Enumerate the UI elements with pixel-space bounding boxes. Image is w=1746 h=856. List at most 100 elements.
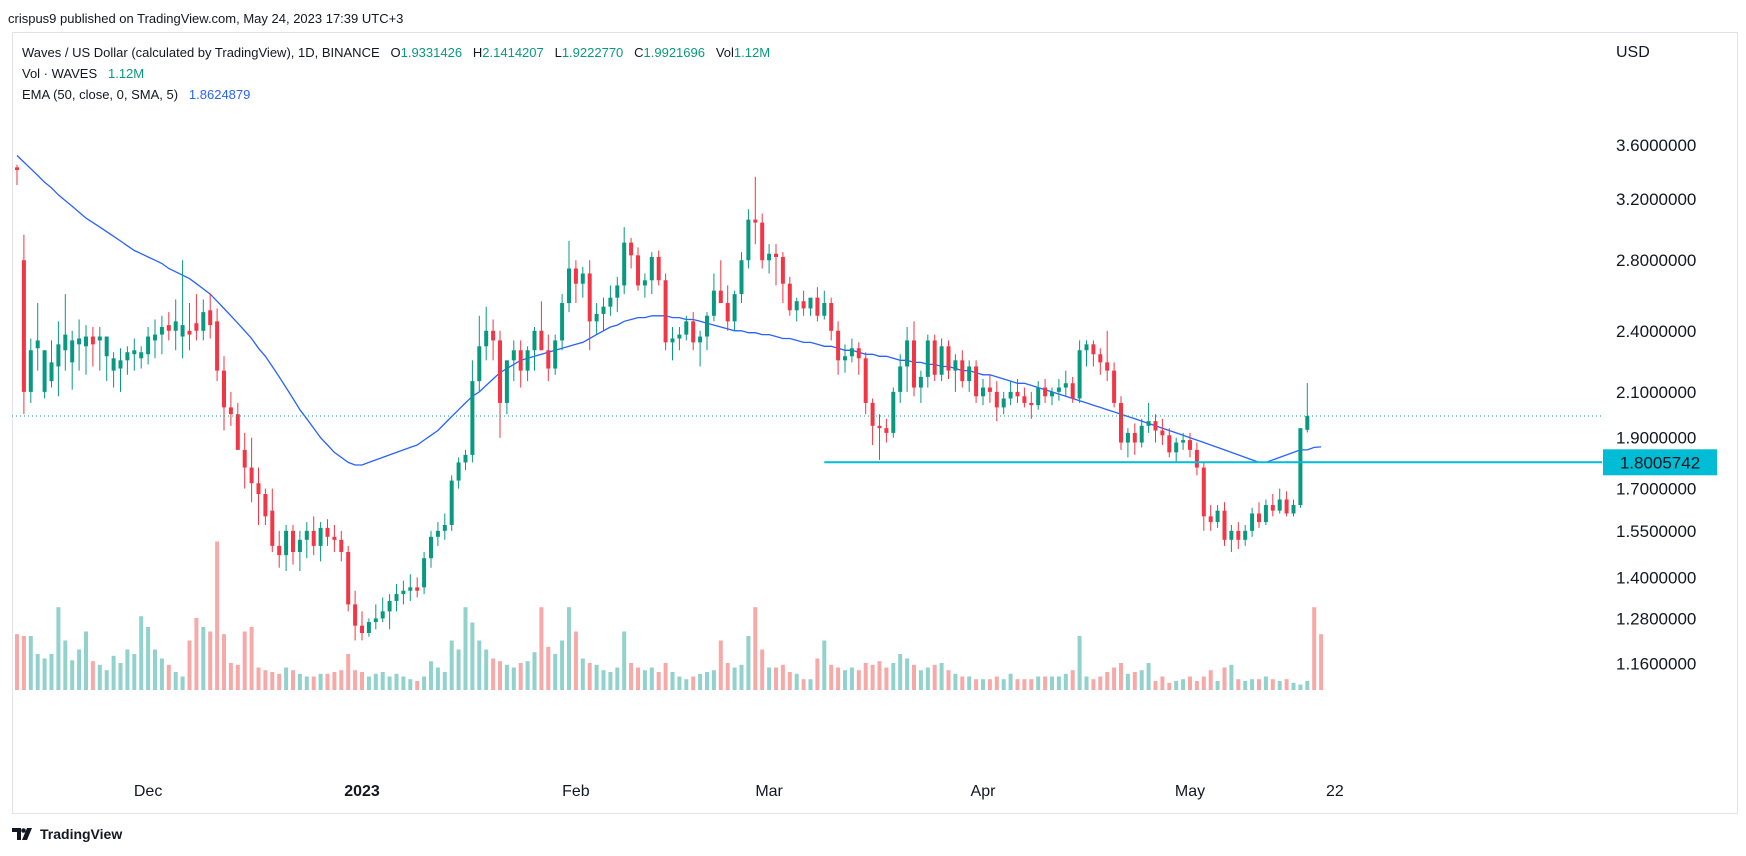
candle <box>753 176 758 245</box>
candle-body <box>429 536 433 559</box>
volume-bar <box>111 655 116 690</box>
candle-body <box>215 321 220 371</box>
volume-bar <box>511 667 516 690</box>
candle-body <box>981 387 985 397</box>
volume-bar <box>146 627 151 690</box>
candle-body <box>125 352 130 361</box>
candle-body <box>1298 428 1303 506</box>
candle <box>684 315 689 341</box>
candle <box>1070 376 1075 403</box>
candle-body <box>532 330 537 351</box>
candle-body <box>394 594 399 601</box>
candle-body <box>794 301 799 311</box>
candle <box>546 334 551 382</box>
candle-body <box>912 340 916 388</box>
volume-bar <box>346 654 351 690</box>
candle <box>463 449 468 471</box>
volume-bar <box>580 658 585 690</box>
candle-body <box>132 350 137 355</box>
candle <box>925 334 930 388</box>
candle <box>725 285 730 331</box>
candle-body <box>442 525 447 531</box>
volume-bar <box>649 667 654 690</box>
candle-body <box>304 530 309 540</box>
candle-body <box>401 590 406 595</box>
candle <box>1098 348 1103 375</box>
legend-ema-line[interactable]: EMA (50, close, 0, SMA, 5) 1.8624879 <box>22 86 250 104</box>
low-value: 1.9222770 <box>561 45 624 60</box>
candle <box>242 432 247 489</box>
volume-bar <box>601 670 606 690</box>
candle-body <box>898 366 903 392</box>
candle <box>235 402 240 450</box>
candle <box>553 334 558 375</box>
x-axis: Dec 2023 Feb Mar Apr May 22 <box>134 783 1344 800</box>
candle-body <box>649 256 654 281</box>
candle <box>249 437 254 503</box>
currency-label[interactable]: USD <box>1616 44 1650 61</box>
candle-body <box>1174 442 1179 453</box>
candle <box>898 354 903 403</box>
candle <box>787 276 792 316</box>
candle-body <box>698 336 703 343</box>
volume-bar <box>718 640 723 690</box>
candle-body <box>311 530 316 546</box>
candle-body <box>1050 391 1054 397</box>
candle-body <box>994 391 999 408</box>
footer-brand[interactable]: TradingView <box>12 826 122 842</box>
candle-body <box>146 336 151 355</box>
candle <box>470 360 475 463</box>
candle <box>56 321 61 397</box>
candle <box>608 285 613 316</box>
volume-bar <box>774 667 778 690</box>
candle <box>1001 391 1006 415</box>
volume-bar <box>539 607 544 690</box>
volume-value: 1.12M <box>733 45 771 60</box>
close-value: 1.9921696 <box>643 45 705 60</box>
volume-bar <box>642 670 647 690</box>
volume-bar <box>1243 681 1248 690</box>
volume-bar <box>1222 667 1227 690</box>
candle-body <box>1022 396 1027 403</box>
candle-body <box>587 273 592 322</box>
candle <box>318 522 323 562</box>
volume-bar <box>194 618 199 690</box>
volume-bar <box>118 663 123 690</box>
candle <box>629 237 634 269</box>
candle <box>1222 502 1227 546</box>
candle <box>394 584 399 612</box>
candle <box>387 594 392 630</box>
candle-body <box>918 376 923 388</box>
candle <box>1008 381 1013 406</box>
volume-bar <box>725 663 730 690</box>
volume-bar <box>1194 681 1199 690</box>
candle <box>739 252 744 304</box>
candle-body <box>153 334 157 341</box>
x-tick-label: Mar <box>755 783 783 800</box>
candle <box>1201 462 1206 531</box>
volume-bar <box>746 636 751 690</box>
candle <box>863 352 868 415</box>
support-line-label-bg <box>1603 449 1717 476</box>
candle <box>1119 396 1123 450</box>
legend-volume-line[interactable]: Vol · WAVES 1.12M <box>22 65 144 83</box>
candle-body <box>815 297 820 316</box>
y-tick-label: 1.9000000 <box>1616 429 1696 448</box>
volume-bar <box>801 679 806 690</box>
symbol-name[interactable]: Waves / US Dollar (calculated by Trading… <box>22 45 380 60</box>
candle-body <box>608 297 613 307</box>
volume-bar <box>691 676 696 690</box>
candle <box>1153 414 1158 443</box>
chart-frame <box>12 32 1738 814</box>
candle <box>15 164 19 186</box>
candle-body <box>491 330 496 341</box>
candle-body <box>15 167 19 171</box>
candle-body <box>946 346 951 371</box>
volume-bar <box>401 676 406 690</box>
candle-body <box>1181 440 1186 443</box>
volume-bar <box>898 654 903 690</box>
candle <box>870 398 875 445</box>
candle <box>1236 522 1241 549</box>
volume-bar <box>932 664 937 690</box>
